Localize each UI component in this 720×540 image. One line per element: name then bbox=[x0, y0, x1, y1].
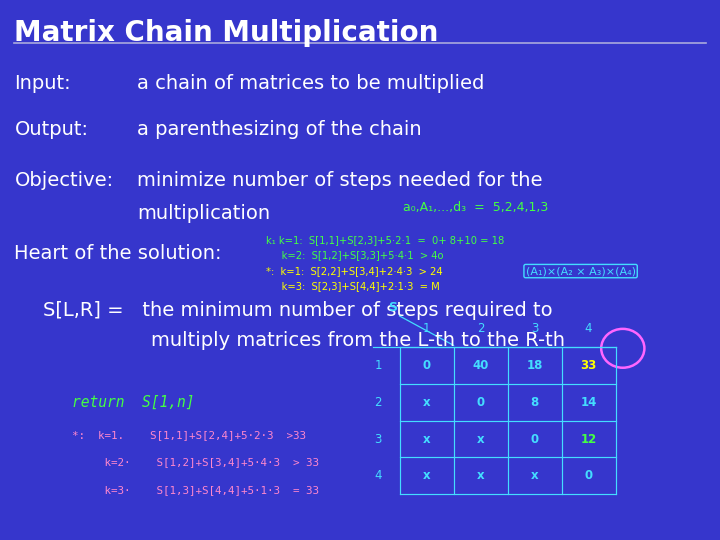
Text: x: x bbox=[423, 433, 431, 446]
Text: 1: 1 bbox=[423, 322, 431, 335]
Text: x: x bbox=[423, 396, 431, 409]
Text: S[L,R] =   the minimum number of steps required to: S[L,R] = the minimum number of steps req… bbox=[43, 301, 553, 320]
Text: k=2·    S[1,2]+S[3,4]+5·4·3  > 33: k=2· S[1,2]+S[3,4]+5·4·3 > 33 bbox=[72, 457, 319, 467]
Text: 0: 0 bbox=[477, 396, 485, 409]
Text: x: x bbox=[423, 469, 431, 482]
Text: Heart of the solution:: Heart of the solution: bbox=[14, 244, 222, 264]
Text: 4: 4 bbox=[585, 322, 593, 335]
Text: 2: 2 bbox=[477, 322, 485, 335]
Text: 12: 12 bbox=[580, 433, 597, 446]
Text: multiply matrices from the L-th to the R-th: multiply matrices from the L-th to the R… bbox=[151, 330, 565, 350]
Text: 8: 8 bbox=[531, 396, 539, 409]
Text: a parenthesizing of the chain: a parenthesizing of the chain bbox=[137, 120, 421, 139]
Text: 2: 2 bbox=[374, 396, 382, 409]
Text: 0: 0 bbox=[531, 433, 539, 446]
Text: minimize number of steps needed for the: minimize number of steps needed for the bbox=[137, 171, 542, 191]
Text: S: S bbox=[388, 301, 397, 314]
Text: multiplication: multiplication bbox=[137, 204, 270, 223]
Text: 3: 3 bbox=[374, 433, 382, 446]
Text: 18: 18 bbox=[526, 359, 543, 372]
Text: x: x bbox=[531, 469, 539, 482]
Text: x: x bbox=[477, 433, 485, 446]
Text: *:  k=1.    S[1,1]+S[2,4]+5·2·3  >33: *: k=1. S[1,1]+S[2,4]+5·2·3 >33 bbox=[72, 430, 306, 440]
Text: return  S[1,n]: return S[1,n] bbox=[72, 395, 194, 410]
Text: a chain of matrices to be multiplied: a chain of matrices to be multiplied bbox=[137, 74, 484, 93]
Text: *:  k=1:  S[2,2]+S[3,4]+2·4·3  > 24: *: k=1: S[2,2]+S[3,4]+2·4·3 > 24 bbox=[266, 266, 443, 276]
Text: k=2:  S[1,2]+S[3,3]+5·4·1  > 4o: k=2: S[1,2]+S[3,3]+5·4·1 > 4o bbox=[266, 251, 444, 260]
Text: 4: 4 bbox=[374, 469, 382, 482]
Text: (A₁)×(A₂ × A₃)×(A₄): (A₁)×(A₂ × A₃)×(A₄) bbox=[526, 266, 636, 276]
Text: Output:: Output: bbox=[14, 120, 89, 139]
Text: Matrix Chain Multiplication: Matrix Chain Multiplication bbox=[14, 19, 438, 47]
Text: 0: 0 bbox=[585, 469, 593, 482]
Text: Input:: Input: bbox=[14, 74, 71, 93]
Text: a₀,A₁,...,d₃  =  5,2,4,1,3: a₀,A₁,...,d₃ = 5,2,4,1,3 bbox=[403, 201, 549, 214]
Text: k=3·    S[1,3]+S[4,4]+5·1·3  = 33: k=3· S[1,3]+S[4,4]+5·1·3 = 33 bbox=[72, 485, 319, 495]
Text: 3: 3 bbox=[531, 322, 539, 335]
Text: 14: 14 bbox=[580, 396, 597, 409]
Text: 40: 40 bbox=[472, 359, 489, 372]
Text: k₁ k=1:  S[1,1]+S[2,3]+5·2·1  =  0+ 8+10 = 18: k₁ k=1: S[1,1]+S[2,3]+5·2·1 = 0+ 8+10 = … bbox=[266, 235, 505, 245]
Text: k=3:  S[2,3]+S[4,4]+2·1·3  = M: k=3: S[2,3]+S[4,4]+2·1·3 = M bbox=[266, 281, 440, 291]
Text: 1: 1 bbox=[374, 359, 382, 372]
Text: 33: 33 bbox=[580, 359, 597, 372]
Text: 0: 0 bbox=[423, 359, 431, 372]
Text: Objective:: Objective: bbox=[14, 171, 114, 191]
Text: x: x bbox=[477, 469, 485, 482]
